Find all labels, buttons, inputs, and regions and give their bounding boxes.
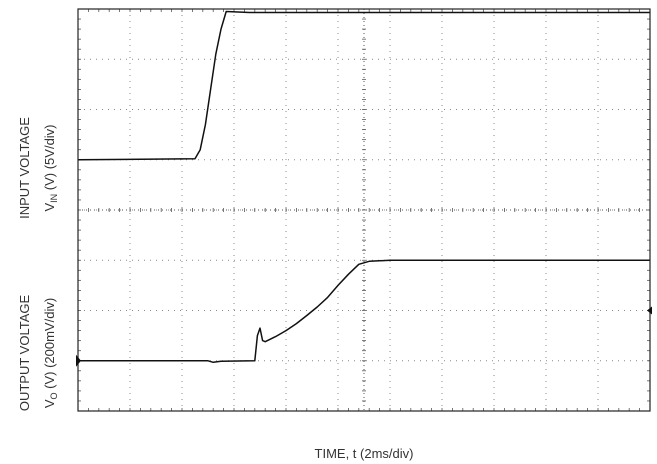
output-voltage-trace (78, 259, 650, 364)
trigger-level-marker (647, 306, 652, 315)
ground-reference-marker (76, 354, 81, 367)
output-ylabel-line2: VO (V) (200mV/div) (42, 298, 59, 408)
input-ylabel-line1: INPUT VOLTAGE (17, 117, 32, 219)
output-ylabel-line1: OUTPUT VOLTAGE (17, 295, 32, 412)
input-voltage-trace (77, 10, 650, 161)
x-axis-label: TIME, t (2ms/div) (315, 446, 414, 461)
markers (76, 306, 652, 367)
traces (77, 10, 650, 364)
plot-frame (77, 8, 651, 412)
input-ylabel-line2: VIN (V) (5V/div) (42, 124, 59, 211)
